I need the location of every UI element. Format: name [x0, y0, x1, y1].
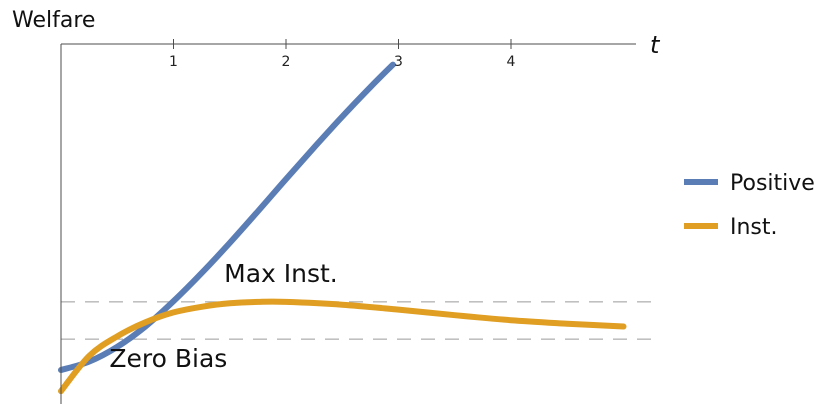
- series-line-inst: [58, 298, 627, 395]
- legend-label-inst: Inst.: [730, 215, 778, 240]
- series-line-positive: [58, 61, 396, 373]
- x-axis-ticks: 1 2 3 4: [169, 39, 516, 70]
- legend: Positive Inst.: [684, 171, 815, 240]
- x-tick-label-1: 1: [169, 54, 178, 70]
- y-axis-title: Welfare: [12, 8, 95, 33]
- x-axis-title: t: [650, 31, 661, 59]
- series-lines: [58, 61, 627, 395]
- annotation-max-inst: Max Inst.: [224, 259, 338, 288]
- annotations: Max Inst. Zero Bias: [109, 259, 337, 373]
- legend-label-positive: Positive: [730, 171, 815, 196]
- x-tick-label-4: 4: [507, 54, 516, 70]
- x-tick-label-3: 3: [394, 54, 403, 70]
- reference-lines: [61, 301, 660, 340]
- x-tick-label-2: 2: [282, 54, 291, 70]
- annotation-zero-bias: Zero Bias: [109, 344, 227, 373]
